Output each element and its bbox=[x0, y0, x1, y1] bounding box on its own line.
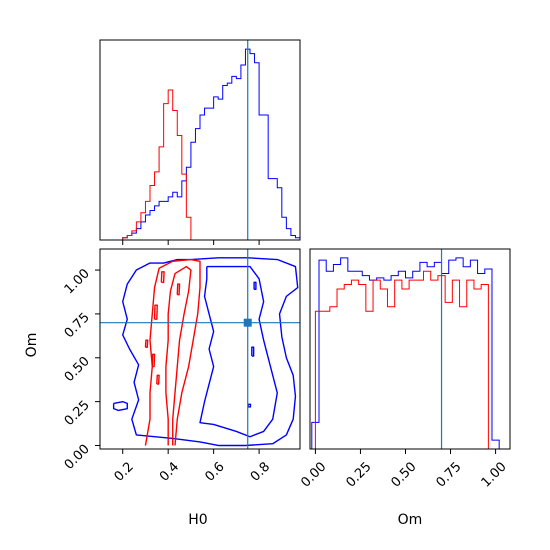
histogram-Om-red-series bbox=[314, 270, 496, 449]
x-axis-label-Om: Om bbox=[398, 512, 423, 528]
contour-blue-line bbox=[112, 400, 128, 412]
contour-red-line bbox=[165, 265, 192, 446]
x-axis-label-H0: H0 bbox=[188, 512, 207, 528]
plot-area bbox=[100, 40, 300, 240]
histogram-Om-frame bbox=[309, 248, 511, 450]
contour-frame bbox=[99, 248, 301, 450]
contour-red-line bbox=[151, 353, 156, 368]
histogram-H0-red-series bbox=[118, 89, 196, 240]
histogram-H0-frame bbox=[99, 39, 301, 241]
truth-marker bbox=[243, 318, 252, 327]
contour-red-line bbox=[153, 304, 158, 320]
histogram-H0-blue-series bbox=[100, 48, 300, 240]
contour-blue-line bbox=[253, 281, 257, 291]
contour-red-line bbox=[160, 271, 165, 284]
contour-red-line bbox=[156, 374, 160, 385]
contour-blue-line bbox=[199, 265, 278, 438]
histogram-H0-panel bbox=[99, 39, 301, 245]
contour-red-line bbox=[176, 283, 181, 296]
contour-blue-line bbox=[251, 346, 255, 357]
plot-area bbox=[100, 249, 300, 449]
histogram-Om-blue-series bbox=[311, 257, 507, 449]
plot-area bbox=[311, 249, 507, 449]
contour-red-line bbox=[144, 258, 201, 446]
y-axis-label-Om: Om bbox=[24, 333, 40, 358]
contour-red-line bbox=[144, 339, 149, 348]
contour-blue-line bbox=[122, 257, 299, 447]
